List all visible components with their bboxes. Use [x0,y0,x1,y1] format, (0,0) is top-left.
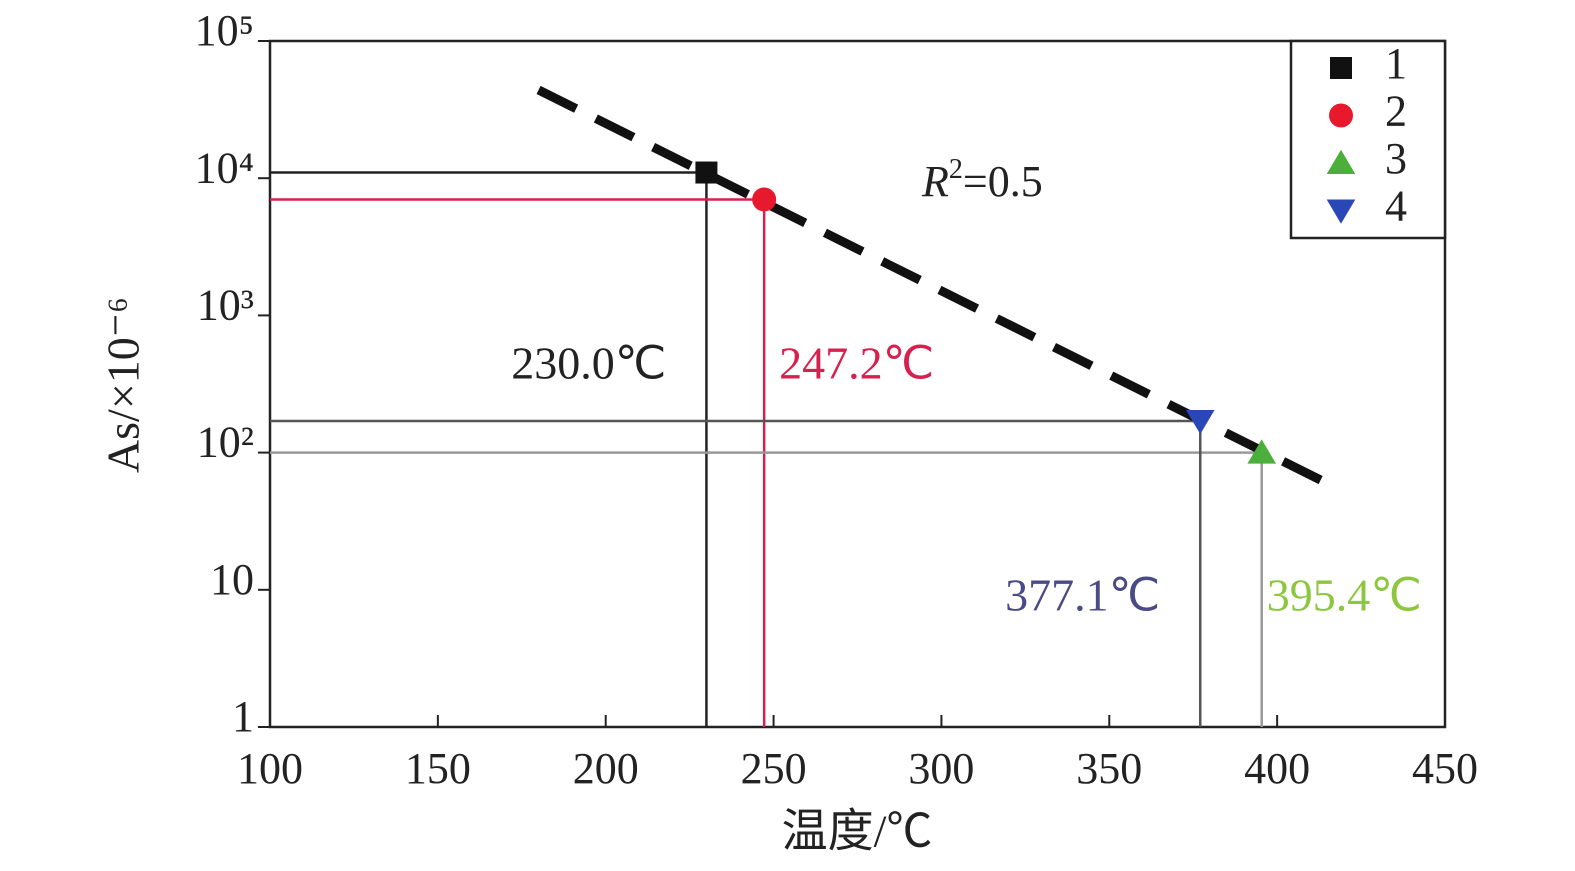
annotation-base: R [921,157,949,206]
legend-marker [1326,199,1356,224]
legend-marker [1326,149,1356,174]
x-tick-label: 300 [908,744,974,793]
y-tick-label: 1 [232,692,254,741]
y-tick-label: 10² [197,418,254,467]
point-label: 230.0℃ [511,338,666,389]
x-axis-label: 温度/℃ [782,806,933,857]
y-axis-label: As/×10⁻⁶ [98,297,149,473]
legend-marker [1329,103,1353,128]
x-tick-label: 400 [1244,744,1310,793]
marker [695,161,718,184]
annotation-sup: 2 [949,154,963,185]
point-label: 395.4℃ [1267,570,1422,621]
y-tick-label: 10⁵ [195,6,254,55]
y-tick-label: 10³ [197,280,254,329]
marker [752,187,777,212]
legend-box [1289,39,1447,240]
marker [1247,439,1276,464]
legend-label: 4 [1385,182,1407,231]
plot-frame [268,39,1447,729]
annotation-rest: =0.5 [963,157,1043,206]
point-label: 377.1℃ [1005,570,1160,621]
x-tick-label: 150 [405,744,471,793]
x-tick-label: 250 [741,744,807,793]
point-label: 247.2℃ [779,338,934,389]
marker [1185,409,1215,435]
legend-label: 3 [1385,134,1407,183]
legend-marker [1330,57,1352,79]
x-tick-label: 350 [1076,744,1142,793]
legend-label: 1 [1385,39,1407,88]
x-tick-label: 450 [1412,744,1478,793]
x-tick-label: 100 [237,744,303,793]
fit-annotation: R2=0.5 [921,154,1043,206]
y-tick-label: 10⁴ [195,143,254,192]
y-tick-label: 10 [210,555,254,604]
x-tick-label: 200 [573,744,639,793]
legend-label: 2 [1385,87,1407,136]
